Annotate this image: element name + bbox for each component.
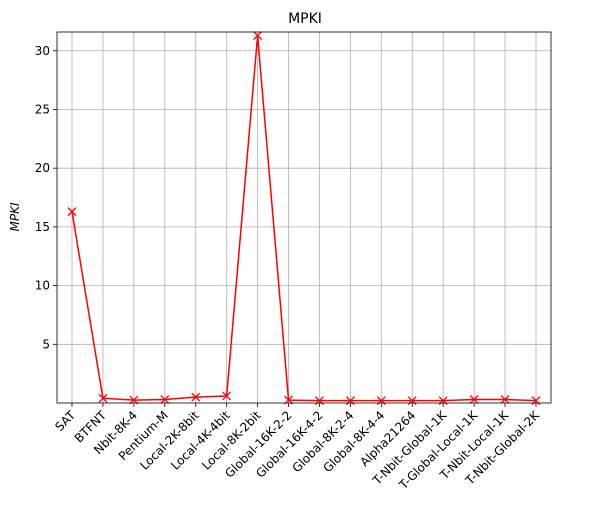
grid <box>57 32 551 403</box>
y-axis-ticks: 5 10 15 20 25 30 <box>35 44 57 351</box>
data-point <box>98 393 108 403</box>
y-tick-label: 10 <box>35 279 50 293</box>
data-point <box>253 31 263 40</box>
chart-title: MPKI <box>288 11 322 27</box>
x-axis-ticks: SATBTFNTNbit-8K-4Pentium-MLocal-2K-8bitL… <box>52 403 543 493</box>
series-markers <box>67 31 541 406</box>
y-tick-label: 15 <box>35 220 50 234</box>
series-line <box>71 34 537 402</box>
data-point <box>222 391 232 401</box>
series-polyline <box>71 34 537 402</box>
x-tick-label: SAT <box>52 408 78 434</box>
y-tick-label: 25 <box>35 102 50 116</box>
y-tick-label: 5 <box>42 337 50 351</box>
plot-frame <box>56 31 552 404</box>
y-tick-label: 30 <box>35 44 50 58</box>
y-axis-label: MPKI <box>8 202 22 231</box>
data-point <box>500 395 510 404</box>
data-point <box>469 395 479 404</box>
y-tick-label: 20 <box>35 161 50 175</box>
data-point <box>67 207 77 217</box>
data-point <box>160 395 170 404</box>
data-point <box>191 392 201 402</box>
